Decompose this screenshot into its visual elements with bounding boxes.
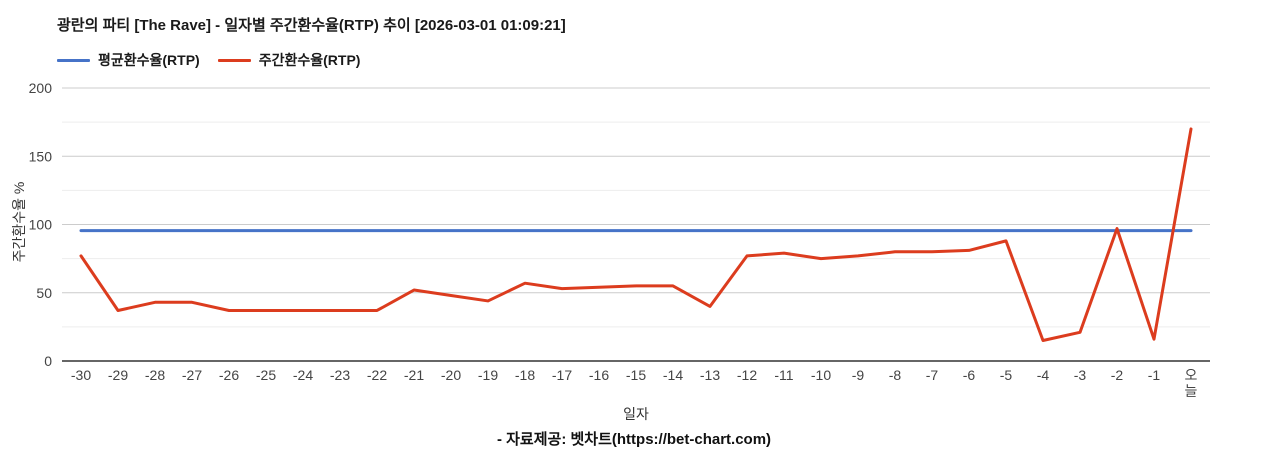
x-tick-label: -8	[889, 367, 902, 383]
x-tick-label: -6	[963, 367, 976, 383]
x-tick-label: -26	[219, 367, 239, 383]
x-tick-label: -16	[589, 367, 609, 383]
x-tick-label: -23	[330, 367, 350, 383]
average-rtp-line-swatch	[57, 58, 90, 62]
x-tick-label: -14	[663, 367, 683, 383]
y-tick-label: 200	[29, 80, 53, 96]
x-tick-label: -30	[71, 367, 91, 383]
x-tick-label: -15	[626, 367, 646, 383]
y-tick-label: 100	[29, 217, 53, 233]
x-tick-label: -20	[441, 367, 461, 383]
x-tick-label: -21	[404, 367, 424, 383]
y-tick-label: 50	[36, 285, 52, 301]
x-tick-label: -11	[774, 367, 793, 383]
x-tick-label: -1	[1148, 367, 1161, 383]
x-tick-label: -2	[1111, 367, 1124, 383]
y-tick-label: 150	[29, 148, 53, 164]
legend-label-average-rtp: 평균환수율(RTP)	[98, 52, 200, 68]
x-tick-label: -27	[182, 367, 202, 383]
x-tick-label: -25	[256, 367, 276, 383]
x-tick-label: -9	[852, 367, 865, 383]
chart-title: 광란의 파티 [The Rave] - 일자별 주간환수율(RTP) 추이 [2…	[57, 17, 566, 34]
source-caption: - 자료제공: 벳차트(https://bet-chart.com)	[496, 431, 772, 448]
x-tick-label: -22	[367, 367, 387, 383]
x-tick-label: -13	[700, 367, 720, 383]
x-tick-label: -19	[478, 367, 498, 383]
x-tick-label: -10	[811, 367, 831, 383]
legend-item-weekly-rtp: 주간환수율(RTP)	[217, 50, 361, 70]
x-tick-label: -24	[293, 367, 313, 383]
x-axis-title: 일자	[623, 406, 649, 422]
y-tick-label: 0	[44, 353, 52, 369]
x-tick-label: -28	[145, 367, 165, 383]
weekly-rtp-line[interactable]	[79, 127, 1193, 343]
legend-label-weekly-rtp: 주간환수율(RTP)	[258, 52, 361, 68]
legend-item-average-rtp: 평균환수율(RTP)	[57, 50, 200, 70]
x-tick-label: -17	[552, 367, 572, 383]
x-tick-label: -4	[1037, 367, 1050, 383]
y-axis-title: 주간환수율 %	[11, 181, 27, 263]
x-tick-label: -3	[1074, 367, 1087, 383]
chart-legend: 평균환수율(RTP) 주간환수율(RTP)	[57, 51, 378, 69]
x-tick-label: -18	[515, 367, 535, 383]
weekly-rtp-line-swatch	[217, 58, 251, 62]
x-tick-label: -5	[1000, 367, 1013, 383]
x-tick-label: -7	[926, 367, 939, 383]
x-tick-label: -29	[108, 367, 128, 383]
x-tick-label: -12	[737, 367, 757, 383]
